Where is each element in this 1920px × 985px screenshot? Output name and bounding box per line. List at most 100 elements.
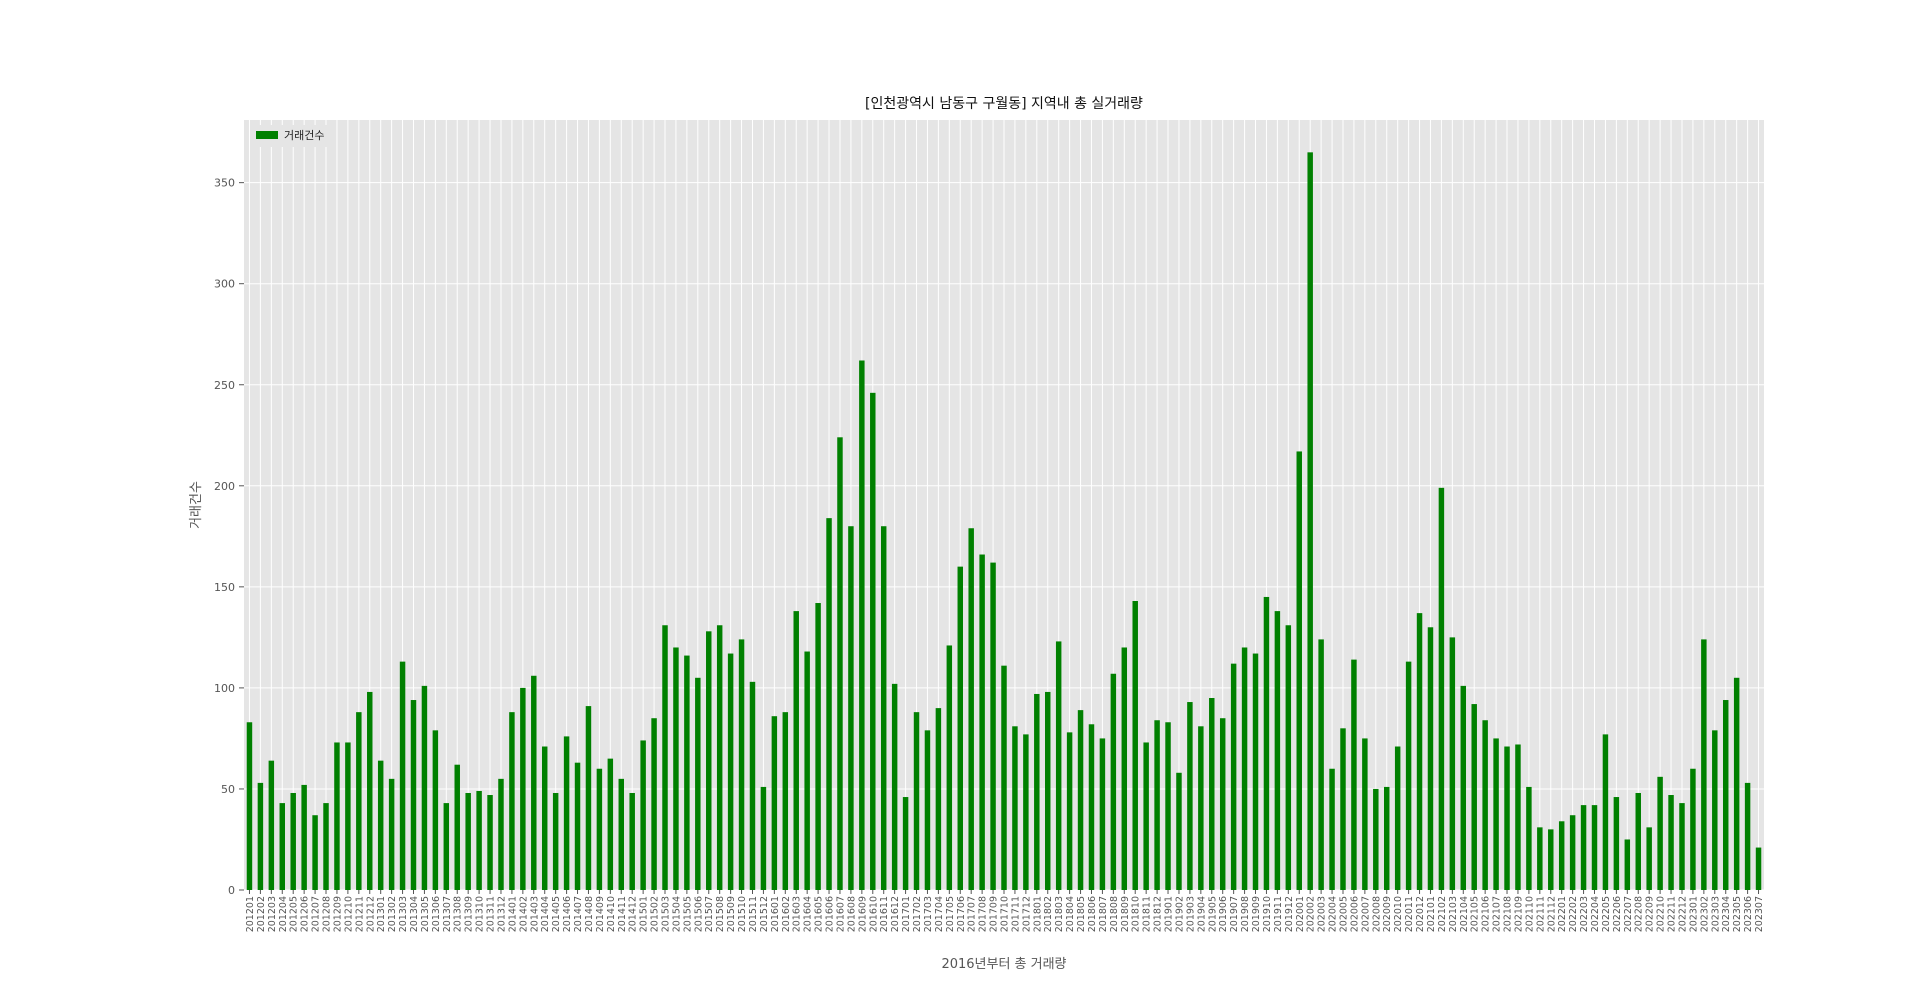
x-tick-label: 201706	[956, 896, 967, 932]
bar	[421, 685, 428, 890]
bar	[1493, 738, 1499, 890]
x-tick-label: 201707	[967, 896, 978, 932]
x-tick-label: 201709	[989, 896, 1000, 932]
bar	[1274, 611, 1281, 890]
bar	[651, 718, 657, 890]
x-tick-label: 201303	[398, 896, 409, 932]
bars	[246, 152, 1762, 891]
x-tick-label: 201703	[923, 896, 934, 932]
bar	[1176, 772, 1182, 890]
bar	[1296, 451, 1302, 890]
bar	[399, 661, 406, 890]
bar	[706, 631, 712, 890]
x-tick-label: 201911	[1273, 896, 1284, 932]
bar	[1733, 677, 1740, 890]
x-tick-label: 202306	[1743, 896, 1754, 932]
bar	[312, 815, 318, 890]
x-tick-label: 201909	[1251, 896, 1262, 932]
bar	[1602, 734, 1609, 890]
x-tick-label: 201307	[442, 896, 453, 932]
x-tick-label: 201607	[835, 896, 846, 932]
bar	[1384, 786, 1390, 890]
bar	[1668, 795, 1674, 890]
bar	[1515, 744, 1521, 890]
bar	[749, 681, 756, 890]
bar	[334, 742, 340, 890]
x-tick-label: 201302	[387, 896, 398, 932]
x-tick-label: 201312	[496, 896, 507, 932]
bar	[618, 778, 624, 890]
x-tick-label: 201609	[857, 896, 868, 932]
x-tick-label: 202201	[1557, 896, 1568, 932]
bar	[1679, 803, 1685, 890]
bar	[498, 778, 504, 890]
bar	[1427, 627, 1434, 890]
x-tick-label: 201710	[1000, 896, 1011, 932]
x-tick-label: 202209	[1645, 896, 1656, 932]
bar	[476, 790, 482, 890]
x-tick-label: 202104	[1459, 896, 1470, 932]
bar	[279, 803, 286, 890]
x-tick-label: 201411	[617, 896, 628, 932]
x-tick-label: 202111	[1535, 896, 1546, 932]
x-tick-label: 201503	[661, 896, 672, 932]
x-tick-label: 201910	[1262, 896, 1273, 932]
x-tick-label: 202101	[1426, 896, 1437, 932]
bar	[1537, 827, 1543, 890]
x-tick-label: 201702	[912, 896, 923, 932]
bar	[837, 437, 843, 890]
x-tick-label: 201502	[650, 896, 661, 932]
x-tick-label: 201201	[245, 896, 256, 932]
x-tick-label: 201808	[1109, 896, 1120, 932]
x-tick-label: 201405	[551, 896, 562, 932]
x-tick-label: 202206	[1612, 896, 1623, 932]
x-tick-label: 201804	[1065, 896, 1076, 932]
x-tick-label: 202002	[1306, 896, 1317, 932]
bar	[432, 730, 439, 890]
x-tick-label: 201209	[332, 896, 343, 932]
bar	[1504, 746, 1510, 890]
x-tick-label: 202202	[1568, 896, 1579, 932]
bar	[738, 639, 745, 890]
x-tick-label: 201311	[486, 896, 497, 932]
x-tick-label: 201301	[376, 896, 387, 932]
x-tick-label: 201903	[1185, 896, 1196, 932]
bar	[1230, 663, 1237, 890]
x-tick-label: 201412	[628, 896, 639, 932]
y-tick-label: 100	[214, 682, 235, 695]
x-tick-label: 201308	[453, 896, 464, 932]
x-tick-label: 201204	[278, 896, 289, 932]
bar	[684, 655, 690, 890]
bar	[1460, 685, 1467, 890]
bar	[246, 722, 253, 890]
bar	[563, 736, 570, 890]
bar	[301, 784, 307, 890]
x-tick-label: 202009	[1382, 896, 1393, 932]
x-tick-label: 201402	[518, 896, 529, 932]
x-tick-label: 201409	[595, 896, 606, 932]
x-tick-label: 202304	[1721, 896, 1732, 932]
x-tick-label: 202210	[1656, 896, 1667, 932]
bar	[629, 792, 635, 890]
x-tick-label: 201203	[267, 896, 278, 932]
x-tick-label: 202305	[1732, 896, 1743, 932]
bar	[531, 675, 537, 890]
bar	[815, 603, 821, 890]
x-tick-label: 201408	[584, 896, 595, 932]
bar	[1154, 720, 1160, 890]
x-tick-label: 201310	[475, 896, 486, 932]
bar	[1099, 738, 1106, 890]
bar	[356, 712, 362, 890]
bar	[760, 786, 767, 890]
bar	[673, 647, 679, 890]
bar	[891, 683, 898, 890]
y-tick-label: 250	[214, 379, 235, 392]
bar	[1329, 768, 1335, 890]
x-tick-label: 201505	[682, 896, 693, 932]
x-tick-label: 201905	[1207, 896, 1218, 932]
bar	[695, 677, 701, 890]
x-tick-label: 202102	[1437, 896, 1448, 932]
bar	[1548, 829, 1554, 890]
bar	[1722, 700, 1729, 890]
